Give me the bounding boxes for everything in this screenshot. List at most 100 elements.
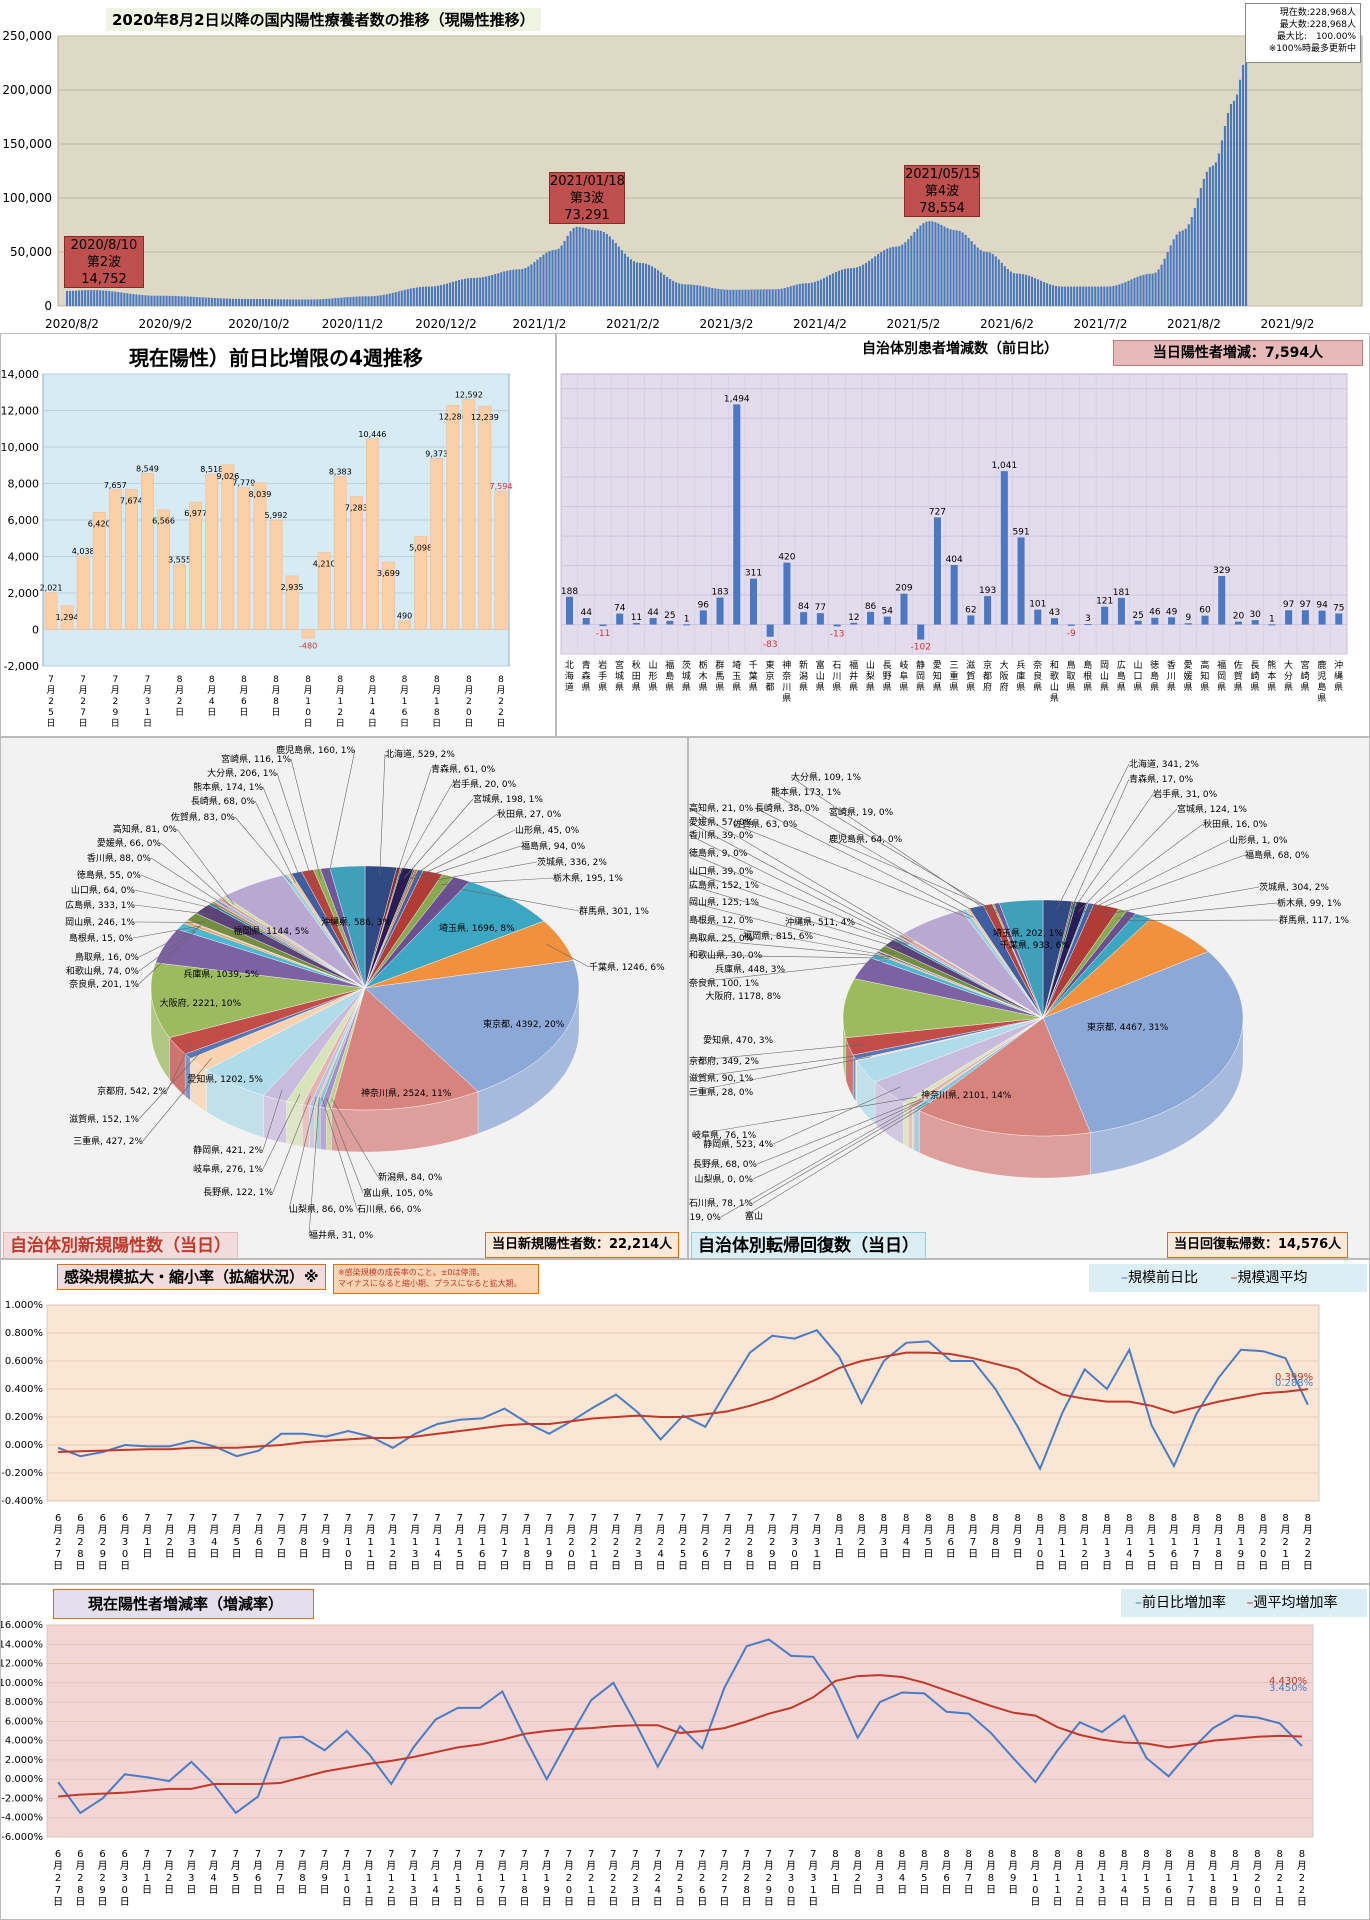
pie-leader bbox=[828, 811, 998, 914]
x-tick-char: 9 bbox=[100, 1549, 106, 1560]
x-tick-char: 県 bbox=[749, 682, 758, 693]
pie-label: 宮城県, 198, 1% bbox=[473, 793, 543, 805]
pie-leader bbox=[1124, 919, 1280, 921]
data-bar bbox=[943, 226, 946, 306]
data-bar bbox=[301, 299, 304, 306]
x-tick-char: 日 bbox=[919, 1885, 929, 1896]
x-tick-char: 月 bbox=[1186, 1860, 1196, 1872]
data-bar bbox=[683, 624, 691, 626]
x-tick-char: 8 bbox=[836, 1513, 842, 1524]
data-bar bbox=[183, 296, 186, 306]
data-bar bbox=[177, 296, 180, 306]
pie-leader bbox=[262, 1093, 301, 1170]
data-label: 60 bbox=[1199, 606, 1211, 616]
pie-slice bbox=[918, 1017, 1091, 1137]
x-tick-char: 7 bbox=[300, 1513, 306, 1524]
x-tick-char: 8 bbox=[903, 1513, 909, 1524]
x-tick-char: 2 bbox=[100, 1537, 106, 1548]
data-bar bbox=[590, 229, 593, 306]
x-tick-char: 月 bbox=[990, 1524, 1000, 1536]
x-tick-char: 月 bbox=[1297, 1860, 1307, 1872]
data-bar bbox=[1121, 283, 1124, 306]
x-tick-char: 福 bbox=[665, 659, 674, 671]
x-tick-char: 7 bbox=[55, 1549, 61, 1560]
x-tick-char: 月 bbox=[1214, 1524, 1224, 1536]
pie-leader bbox=[545, 943, 590, 968]
x-tick-char: 3 bbox=[188, 1873, 194, 1884]
x-tick-char: 木 bbox=[699, 670, 708, 682]
wave2-date: 2020/8/10 bbox=[70, 238, 138, 253]
x-tick-char: 月 bbox=[53, 1860, 63, 1872]
data-bar bbox=[1184, 228, 1187, 306]
growth-legend-red-marker: – bbox=[1246, 1595, 1254, 1611]
data-bar bbox=[560, 245, 563, 306]
x-tick-char: 道 bbox=[565, 681, 574, 693]
pie-side bbox=[302, 1104, 310, 1148]
data-bar bbox=[403, 289, 406, 306]
x-tick-char: 月 bbox=[1124, 1524, 1134, 1536]
x-tick-char: 2 bbox=[721, 1873, 727, 1884]
x-tick-char: 月 bbox=[566, 1524, 576, 1536]
x-tick-char: 1 bbox=[144, 1873, 150, 1884]
x-tick-char: 庫 bbox=[1016, 670, 1025, 682]
data-bar bbox=[292, 299, 295, 306]
data-bar bbox=[503, 271, 506, 306]
info-current: 現在数:228,968人 bbox=[1279, 8, 1356, 18]
data-bar bbox=[733, 404, 741, 625]
pie-slice bbox=[902, 910, 1044, 1019]
data-bar bbox=[699, 285, 702, 306]
x-tick-char: 県 bbox=[933, 682, 942, 693]
data-bar bbox=[961, 232, 964, 306]
x-tick-char: 崎 bbox=[1251, 670, 1260, 682]
x-tick-char: 8 bbox=[1054, 1849, 1060, 1860]
data-bar bbox=[398, 620, 411, 630]
x-tick-char: 月 bbox=[1164, 1860, 1174, 1872]
x-tick-char: 6 bbox=[255, 1873, 261, 1884]
pie-leader bbox=[689, 807, 914, 941]
x-tick-char: 3 bbox=[810, 1873, 816, 1884]
x-tick-char: 大 bbox=[1284, 659, 1293, 671]
x-tick-char: 8 bbox=[300, 1537, 306, 1548]
data-bar bbox=[1268, 624, 1276, 626]
y-tick-label: 0.000% bbox=[5, 1440, 43, 1451]
y-tick-label: 14,000 bbox=[1, 368, 39, 381]
x-tick-char: 月 bbox=[164, 1860, 174, 1872]
pie-label: 島根県, 12, 0% bbox=[689, 914, 754, 926]
data-bar bbox=[340, 297, 343, 306]
data-bar bbox=[1127, 280, 1130, 306]
x-tick-char: 鹿 bbox=[1317, 659, 1326, 671]
data-bar bbox=[1251, 620, 1259, 625]
pie-label: 福井県, 31, 0% bbox=[309, 1229, 374, 1241]
data-bar bbox=[819, 279, 822, 306]
x-tick-char: 府 bbox=[983, 681, 992, 693]
x-tick-char: 日 bbox=[986, 1885, 996, 1896]
data-bar bbox=[632, 622, 640, 625]
x-tick-char: 2 bbox=[677, 1873, 683, 1884]
x-tick-char: 8 bbox=[747, 1549, 753, 1560]
wave4-name: 第4波 bbox=[924, 184, 960, 199]
data-label: 30 bbox=[1249, 610, 1261, 620]
x-tick-char: 日 bbox=[745, 1561, 755, 1572]
data-bar bbox=[114, 291, 117, 306]
pie-label: 群馬県, 117, 1% bbox=[1279, 914, 1349, 926]
x-tick-char: 2 bbox=[167, 1537, 173, 1548]
x-tick-char: 6 bbox=[402, 708, 408, 718]
data-bar bbox=[810, 282, 813, 306]
pie-label: 長野県, 68, 0% bbox=[693, 1159, 758, 1170]
x-tick-char: 県 bbox=[598, 682, 607, 693]
x-tick-char: 県 bbox=[799, 682, 808, 693]
x-tick-char: 1 bbox=[814, 1549, 820, 1560]
x-tick-char: 8 bbox=[521, 1885, 527, 1896]
x-tick-char: 日 bbox=[336, 718, 345, 729]
pie-leader bbox=[691, 1096, 917, 1136]
x-tick-char: 茨 bbox=[682, 659, 691, 671]
data-bar bbox=[723, 289, 726, 306]
pie-label: 香川県, 88, 0% bbox=[87, 853, 152, 864]
data-bar bbox=[853, 267, 856, 306]
pie-leader bbox=[321, 1097, 358, 1210]
pie-label: 長崎県, 68, 0% bbox=[191, 795, 256, 807]
x-tick-char: 月 bbox=[678, 1524, 688, 1536]
x-tick-char: 日 bbox=[1281, 1561, 1291, 1572]
y-tick-label: 0.400% bbox=[5, 1384, 43, 1395]
x-tick-char: 月 bbox=[1053, 1860, 1063, 1872]
